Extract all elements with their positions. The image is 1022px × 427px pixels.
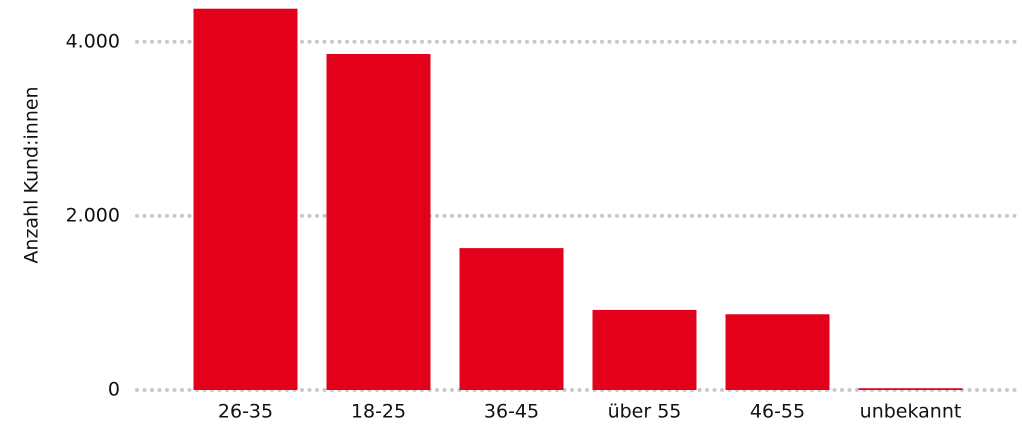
y-tick-label: 2.000 bbox=[66, 204, 120, 226]
y-tick-label: 0 bbox=[108, 379, 120, 401]
x-tick-label: über 55 bbox=[608, 401, 682, 423]
bar bbox=[858, 388, 963, 390]
x-tick-label: 26-35 bbox=[218, 401, 273, 423]
y-axis-label: Anzahl Kund:innen bbox=[21, 86, 43, 263]
x-tick-label: 18-25 bbox=[351, 401, 406, 423]
x-tick-label: 46-55 bbox=[750, 401, 805, 423]
bar bbox=[725, 314, 830, 390]
bar bbox=[459, 248, 564, 390]
bar bbox=[592, 309, 697, 390]
bar bbox=[326, 53, 431, 391]
y-tick-label: 4.000 bbox=[66, 30, 120, 52]
bar bbox=[193, 8, 298, 391]
x-tick-label: unbekannt bbox=[860, 401, 962, 423]
x-tick-label: 36-45 bbox=[484, 401, 539, 423]
